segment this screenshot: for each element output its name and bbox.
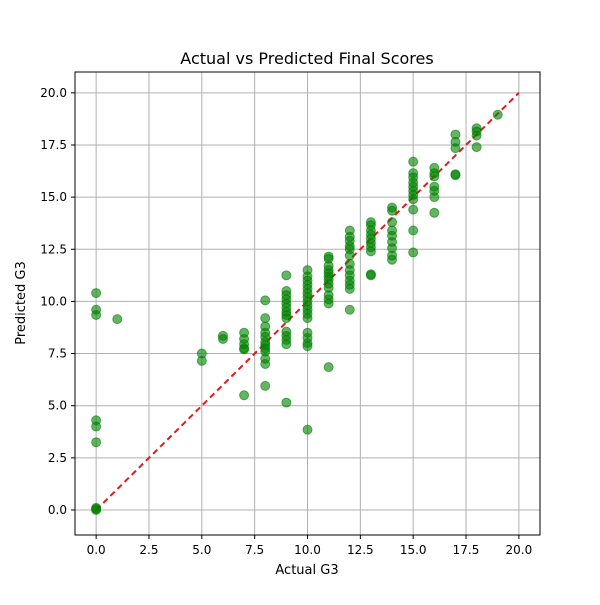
x-tick-label: 2.5	[139, 543, 158, 557]
data-point	[260, 358, 271, 369]
y-tick-label: 10.0	[40, 294, 67, 308]
data-point	[281, 397, 292, 408]
data-point	[471, 142, 482, 153]
x-tick-label: 7.5	[245, 543, 264, 557]
reference-line-group	[95, 92, 520, 511]
data-point	[260, 380, 271, 391]
data-point	[91, 288, 102, 299]
x-tick-label: 5.0	[192, 543, 211, 557]
data-point	[429, 192, 440, 203]
data-point	[471, 130, 482, 141]
y-tick-label: 2.5	[48, 451, 67, 465]
data-point	[408, 156, 419, 167]
data-point	[492, 109, 503, 120]
data-point	[260, 313, 271, 324]
y-axis-ticks: 0.0 2.5 5.0 7.5 10.0 12.5 15.0 17.5 20.0	[40, 86, 75, 517]
reference-line	[95, 92, 520, 511]
x-axis-ticks: 0.0 2.5 5.0 7.5 10.0 12.5 15.0 17.5 20.0	[87, 535, 533, 557]
data-point	[239, 390, 250, 401]
data-point	[260, 295, 271, 306]
data-point	[387, 205, 398, 216]
y-tick-label: 0.0	[48, 503, 67, 517]
data-point	[302, 341, 313, 352]
chart-title: Actual vs Predicted Final Scores	[180, 49, 433, 68]
data-point	[217, 333, 228, 344]
data-point	[408, 194, 419, 205]
y-axis-label: Predicted G3	[14, 261, 29, 345]
data-point	[112, 314, 123, 325]
data-point	[387, 254, 398, 265]
data-point	[323, 362, 334, 373]
x-tick-label: 0.0	[87, 543, 106, 557]
y-tick-label: 15.0	[40, 190, 67, 204]
data-point	[408, 247, 419, 258]
data-point	[91, 504, 102, 515]
data-point	[408, 204, 419, 215]
x-tick-label: 10.0	[294, 543, 321, 557]
data-point	[239, 344, 250, 355]
data-point	[196, 355, 207, 366]
data-point	[91, 309, 102, 320]
data-point	[302, 313, 313, 324]
data-point	[365, 246, 376, 257]
data-point	[281, 339, 292, 350]
y-tick-label: 7.5	[48, 347, 67, 361]
y-tick-label: 5.0	[48, 399, 67, 413]
y-tick-label: 20.0	[40, 86, 67, 100]
data-points	[91, 109, 503, 515]
x-tick-label: 20.0	[506, 543, 533, 557]
data-point	[281, 313, 292, 324]
x-tick-label: 17.5	[453, 543, 480, 557]
data-point	[429, 171, 440, 182]
data-point	[429, 207, 440, 218]
data-point	[344, 304, 355, 315]
x-axis-label: Actual G3	[275, 563, 338, 578]
data-point	[323, 298, 334, 309]
data-point	[91, 437, 102, 448]
data-point	[344, 250, 355, 261]
data-point	[281, 270, 292, 281]
y-tick-label: 12.5	[40, 242, 67, 256]
x-tick-label: 12.5	[347, 543, 374, 557]
x-tick-label: 15.0	[400, 543, 427, 557]
data-point	[387, 217, 398, 228]
data-point	[450, 143, 461, 154]
data-point	[408, 225, 419, 236]
y-tick-label: 17.5	[40, 138, 67, 152]
data-point	[91, 421, 102, 432]
data-point	[344, 283, 355, 294]
data-point	[302, 424, 313, 435]
data-point	[450, 170, 461, 181]
data-point	[365, 270, 376, 281]
